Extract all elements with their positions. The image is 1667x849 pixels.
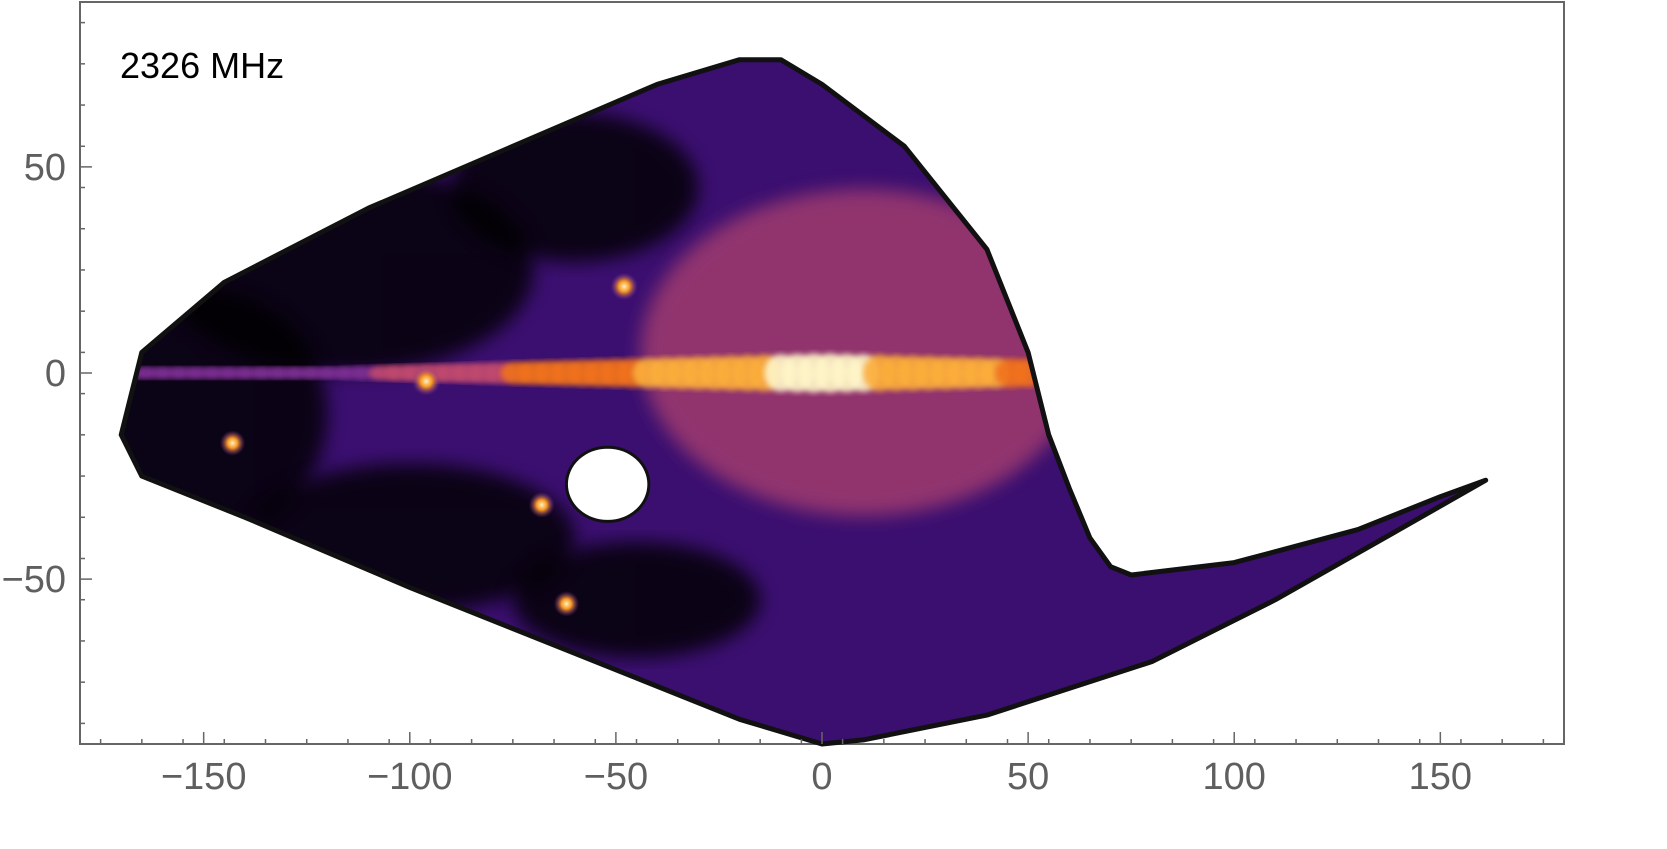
bright-source <box>610 272 638 301</box>
x-tick-label: 50 <box>1007 756 1049 798</box>
coverage-outline <box>118 57 1489 747</box>
y-tick-label: 0 <box>45 353 66 395</box>
bright-source <box>219 430 246 456</box>
intensity-map <box>121 59 1486 744</box>
x-tick-label: 150 <box>1409 756 1472 798</box>
y-tick-label: 50 <box>24 147 66 189</box>
bright-source <box>528 491 555 518</box>
x-tick-label: −50 <box>584 756 648 798</box>
x-axis-ticks: −150 −100 −50 0 50 100 150 <box>99 732 1545 798</box>
low-intensity-region <box>512 542 761 658</box>
x-tick-label: 0 <box>811 756 832 798</box>
x-tick-label: −100 <box>367 756 453 798</box>
frequency-annotation: 2326 MHz <box>120 45 284 86</box>
y-axis-ticks: −50 0 50 <box>2 21 92 725</box>
bright-source <box>411 366 441 396</box>
low-intensity-region <box>451 113 699 262</box>
diffuse-emission <box>640 189 1086 516</box>
x-tick-label: −150 <box>161 756 247 798</box>
y-tick-label: −50 <box>2 559 66 601</box>
x-tick-label: 100 <box>1203 756 1266 798</box>
masked-region <box>564 445 651 523</box>
bright-source <box>553 591 580 617</box>
